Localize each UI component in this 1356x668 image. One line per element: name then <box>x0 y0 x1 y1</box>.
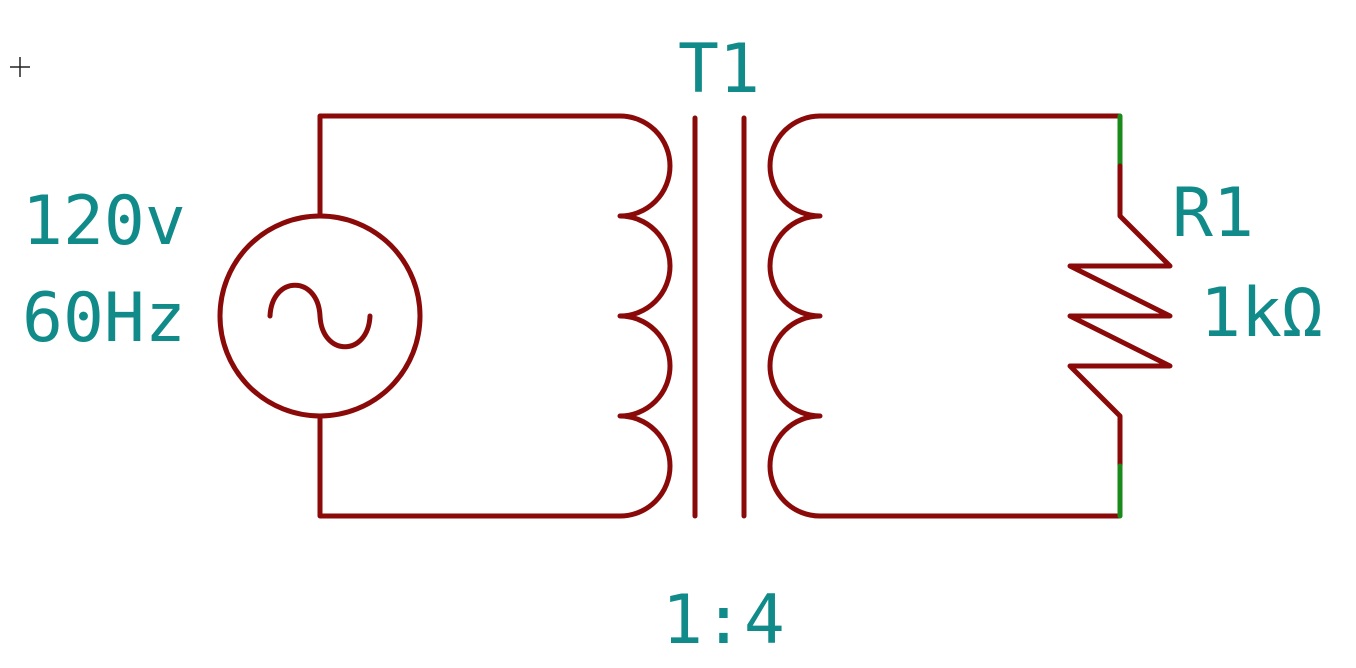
primary-wires <box>317 113 623 519</box>
resistor-value-label: 1kΩ <box>1200 274 1323 353</box>
resistor[interactable] <box>1067 113 1173 519</box>
source-voltage-label: 120v <box>22 182 186 261</box>
transformer-ratio-label: 1:4 <box>662 581 785 660</box>
source-frequency-label: 60Hz <box>22 279 186 358</box>
transformer-secondary-winding <box>767 113 823 519</box>
transformer-core <box>692 115 747 519</box>
origin-cross-icon <box>10 57 30 77</box>
transformer-primary-winding <box>617 113 673 519</box>
ac-voltage-source[interactable] <box>217 213 423 419</box>
resistor-ref-label: R1 <box>1172 174 1254 253</box>
sine-wave-icon <box>267 282 373 350</box>
resistor-body <box>1067 163 1173 469</box>
source-body <box>217 213 423 419</box>
secondary-wires <box>817 113 1122 519</box>
transformer-ref-label: T1 <box>678 30 760 109</box>
